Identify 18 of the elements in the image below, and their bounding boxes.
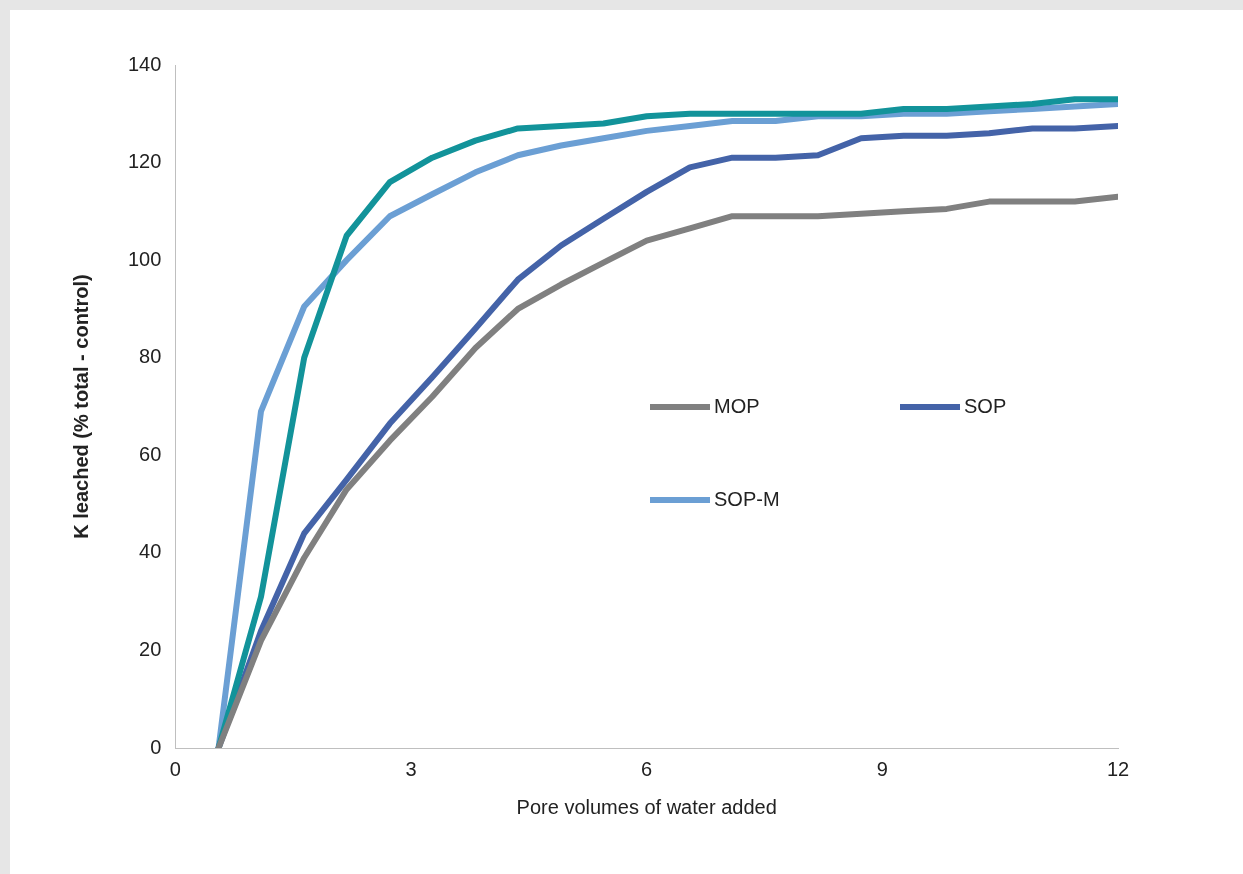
legend-label: SOP-M — [714, 488, 780, 511]
y-axis-title: K leached (% total - control) — [69, 274, 92, 539]
legend-label: MOP — [714, 395, 760, 418]
x-tick-label: 3 — [405, 757, 417, 780]
y-tick-label: 60 — [139, 442, 162, 465]
x-tick-label: 0 — [169, 757, 181, 780]
y-tick-label: 40 — [139, 540, 162, 563]
y-tick-label: 20 — [139, 637, 162, 660]
y-tick-label: 0 — [150, 735, 162, 758]
y-tick-label: 80 — [139, 345, 162, 368]
x-tick-label: 6 — [641, 757, 653, 780]
y-tick-label: 100 — [127, 247, 162, 270]
x-axis-title: Pore volumes of water added — [516, 795, 777, 818]
x-tick-label: 9 — [876, 757, 888, 780]
legend-label: SOP — [964, 395, 1007, 418]
x-tick-label: 12 — [1106, 757, 1130, 780]
y-tick-label: 120 — [127, 150, 162, 173]
y-tick-label: 140 — [127, 52, 162, 75]
